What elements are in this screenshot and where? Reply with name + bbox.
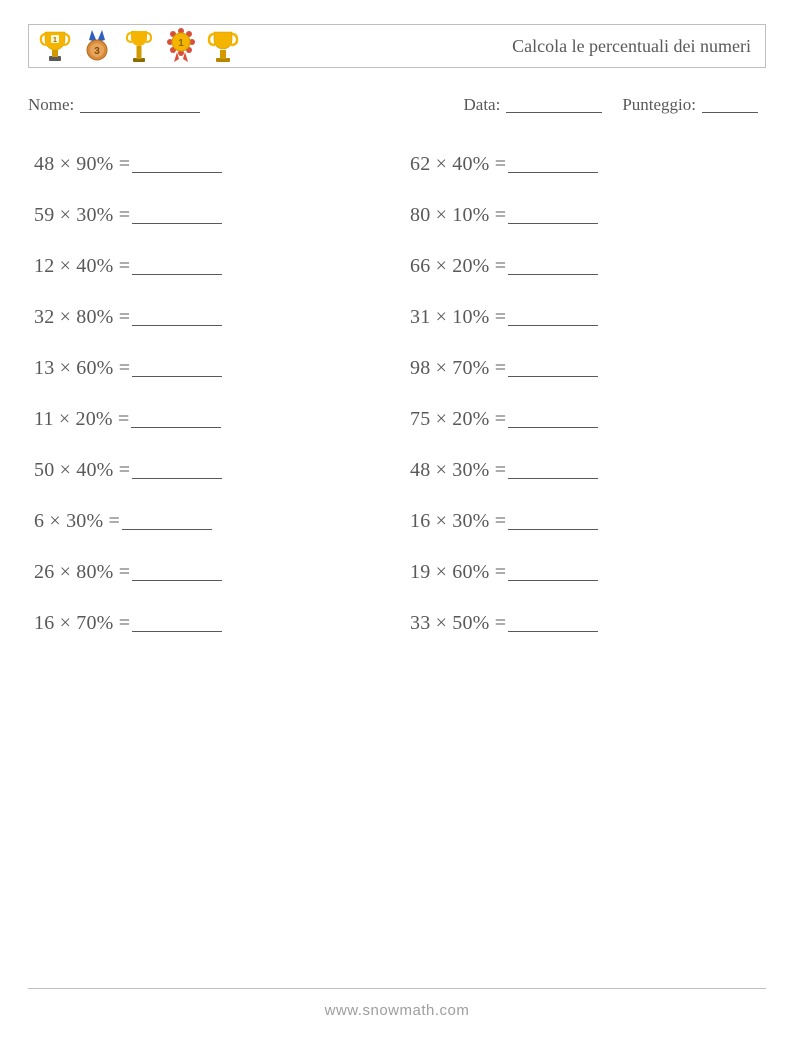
meta-row: Nome: Data: Punteggio: bbox=[28, 92, 766, 115]
question-left-9: 16 × 70% = bbox=[34, 598, 390, 649]
trophy-icon-row: 1 3 bbox=[39, 28, 239, 64]
question-expression: 6 × 30% = bbox=[34, 510, 120, 533]
footer-text: www.snowmath.com bbox=[0, 1002, 794, 1019]
question-expression: 48 × 90% = bbox=[34, 153, 130, 176]
question-left-4: 13 × 60% = bbox=[34, 343, 390, 394]
header-title: Calcola le percentuali dei numeri bbox=[512, 36, 751, 57]
question-expression: 66 × 20% = bbox=[410, 255, 506, 278]
question-expression: 19 × 60% = bbox=[410, 561, 506, 584]
medal-bronze-3-icon: 3 bbox=[81, 28, 113, 64]
question-expression: 59 × 30% = bbox=[34, 204, 130, 227]
answer-blank[interactable] bbox=[132, 274, 222, 275]
name-blank[interactable] bbox=[80, 95, 200, 113]
question-expression: 13 × 60% = bbox=[34, 357, 130, 380]
question-right-3: 31 × 10% = bbox=[410, 292, 766, 343]
worksheet-page: 1 3 bbox=[0, 0, 794, 1053]
question-left-2: 12 × 40% = bbox=[34, 241, 390, 292]
date-field: Data: bbox=[464, 92, 603, 115]
question-right-0: 62 × 40% = bbox=[410, 139, 766, 190]
date-label: Data: bbox=[464, 95, 501, 115]
answer-blank[interactable] bbox=[122, 529, 212, 530]
answer-blank[interactable] bbox=[132, 631, 222, 632]
question-right-1: 80 × 10% = bbox=[410, 190, 766, 241]
question-right-4: 98 × 70% = bbox=[410, 343, 766, 394]
answer-blank[interactable] bbox=[508, 580, 598, 581]
question-right-6: 48 × 30% = bbox=[410, 445, 766, 496]
score-label: Punteggio: bbox=[622, 95, 696, 115]
date-blank[interactable] bbox=[506, 95, 602, 113]
answer-blank[interactable] bbox=[508, 478, 598, 479]
answer-blank[interactable] bbox=[508, 631, 598, 632]
trophy-gold-classic-icon bbox=[207, 28, 239, 64]
questions-grid: 48 × 90% = 62 × 40% = 59 × 30% = 80 × 10… bbox=[28, 139, 766, 649]
question-right-5: 75 × 20% = bbox=[410, 394, 766, 445]
footer-divider bbox=[28, 988, 766, 989]
question-expression: 62 × 40% = bbox=[410, 153, 506, 176]
question-expression: 12 × 40% = bbox=[34, 255, 130, 278]
svg-text:1: 1 bbox=[178, 38, 184, 49]
question-right-9: 33 × 50% = bbox=[410, 598, 766, 649]
question-left-5: 11 × 20% = bbox=[34, 394, 390, 445]
answer-blank[interactable] bbox=[508, 376, 598, 377]
name-label: Nome: bbox=[28, 95, 74, 115]
question-expression: 16 × 30% = bbox=[410, 510, 506, 533]
name-field: Nome: bbox=[28, 92, 200, 115]
answer-blank[interactable] bbox=[132, 580, 222, 581]
question-left-6: 50 × 40% = bbox=[34, 445, 390, 496]
question-left-0: 48 × 90% = bbox=[34, 139, 390, 190]
header-band: 1 3 bbox=[28, 24, 766, 68]
answer-blank[interactable] bbox=[132, 325, 222, 326]
answer-blank[interactable] bbox=[132, 376, 222, 377]
answer-blank[interactable] bbox=[508, 325, 598, 326]
question-expression: 98 × 70% = bbox=[410, 357, 506, 380]
question-expression: 80 × 10% = bbox=[410, 204, 506, 227]
question-expression: 16 × 70% = bbox=[34, 612, 130, 635]
question-right-7: 16 × 30% = bbox=[410, 496, 766, 547]
answer-blank[interactable] bbox=[508, 223, 598, 224]
svg-text:1: 1 bbox=[53, 37, 57, 44]
question-expression: 48 × 30% = bbox=[410, 459, 506, 482]
question-right-8: 19 × 60% = bbox=[410, 547, 766, 598]
answer-blank[interactable] bbox=[132, 223, 222, 224]
answer-blank[interactable] bbox=[131, 427, 221, 428]
question-expression: 75 × 20% = bbox=[410, 408, 506, 431]
question-expression: 32 × 80% = bbox=[34, 306, 130, 329]
trophy-gold-tall-icon bbox=[123, 28, 155, 64]
question-left-7: 6 × 30% = bbox=[34, 496, 390, 547]
score-blank[interactable] bbox=[702, 95, 758, 113]
answer-blank[interactable] bbox=[132, 172, 222, 173]
question-expression: 31 × 10% = bbox=[410, 306, 506, 329]
svg-text:3: 3 bbox=[94, 46, 100, 57]
answer-blank[interactable] bbox=[508, 427, 598, 428]
answer-blank[interactable] bbox=[508, 172, 598, 173]
answer-blank[interactable] bbox=[508, 529, 598, 530]
question-left-3: 32 × 80% = bbox=[34, 292, 390, 343]
answer-blank[interactable] bbox=[508, 274, 598, 275]
question-expression: 26 × 80% = bbox=[34, 561, 130, 584]
question-left-1: 59 × 30% = bbox=[34, 190, 390, 241]
rosette-gold-1-icon: 1 bbox=[165, 28, 197, 64]
question-expression: 11 × 20% = bbox=[34, 408, 129, 431]
answer-blank[interactable] bbox=[132, 478, 222, 479]
trophy-gold-1-icon: 1 bbox=[39, 28, 71, 64]
score-field: Punteggio: bbox=[622, 92, 758, 115]
question-right-2: 66 × 20% = bbox=[410, 241, 766, 292]
question-expression: 33 × 50% = bbox=[410, 612, 506, 635]
question-expression: 50 × 40% = bbox=[34, 459, 130, 482]
question-left-8: 26 × 80% = bbox=[34, 547, 390, 598]
